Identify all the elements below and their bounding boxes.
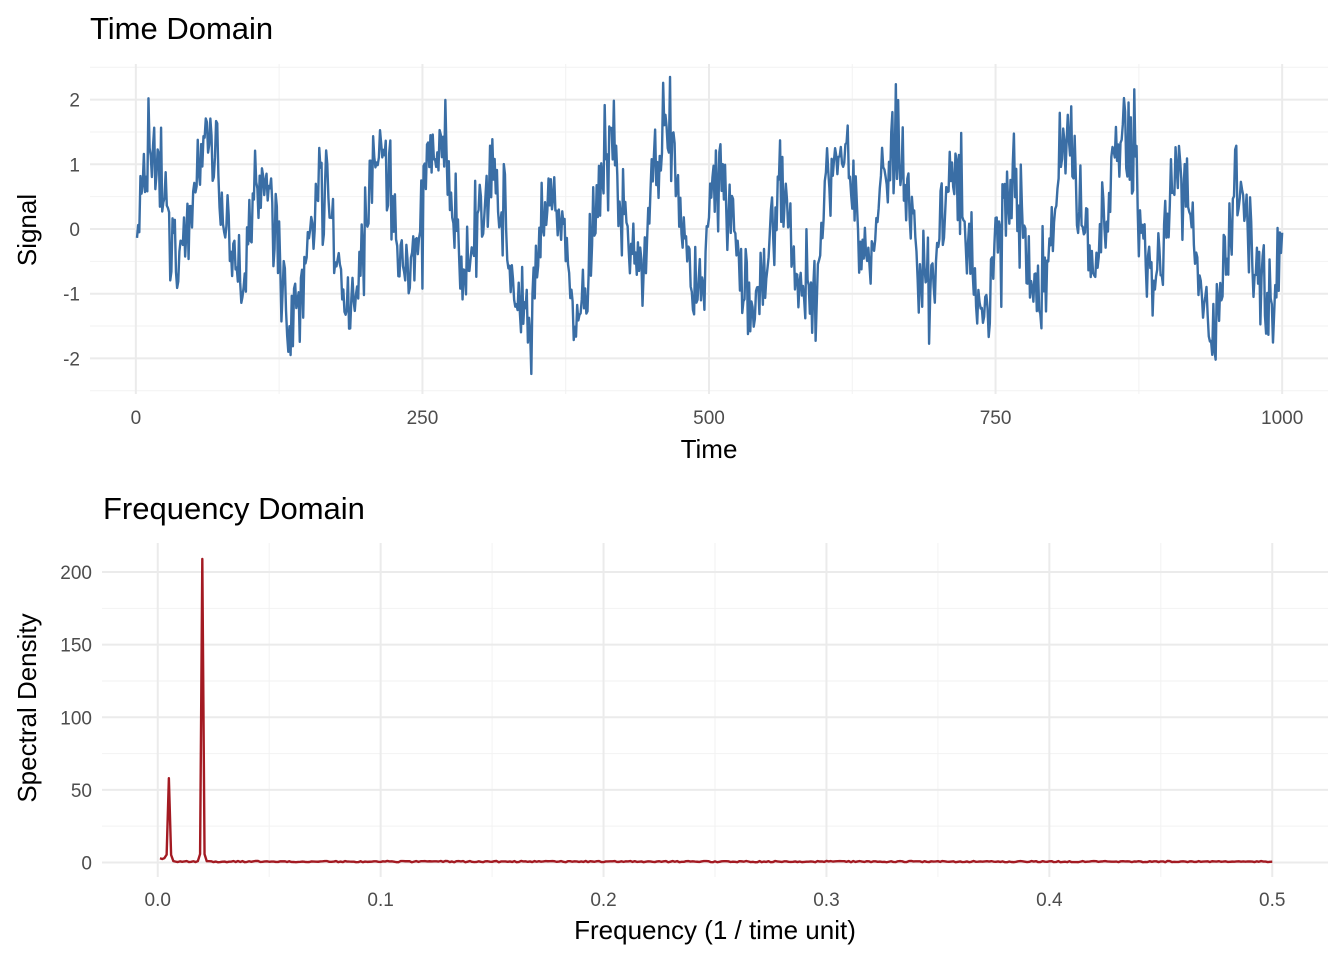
y-tick-label: 100 [60,708,92,729]
x-tick-label: 0 [131,408,142,429]
y-tick-label: 50 [71,781,92,802]
x-tick-label: 1000 [1261,408,1303,429]
x-tick-label: 0.1 [367,890,393,911]
x-tick-label: 250 [407,408,439,429]
x-tick-label: 0.2 [590,890,616,911]
y-tick-label: 2 [69,91,80,112]
frequency-domain-x-ticks: 0.0 0.1 0.2 0.3 0.4 0.5 [145,890,1286,911]
x-tick-label: 750 [980,408,1012,429]
x-tick-label: 0.3 [813,890,839,911]
y-tick-label: 200 [60,563,92,584]
time-domain-x-ticks: 0 250 500 750 1000 [131,408,1304,429]
time-domain-x-axis-title: Time [681,434,738,464]
x-tick-label: 0.0 [145,890,171,911]
y-tick-label: -1 [63,285,80,306]
x-tick-label: 500 [693,408,725,429]
frequency-domain-x-axis-title: Frequency (1 / time unit) [574,915,856,945]
frequency-domain-grid [102,543,1328,877]
y-tick-label: 150 [60,636,92,657]
time-domain-title: Time Domain [90,11,273,46]
y-tick-label: 0 [69,220,80,241]
frequency-domain-y-axis-title: Spectral Density [12,613,42,802]
x-tick-label: 0.5 [1259,890,1285,911]
time-domain-y-axis-title: Signal [12,194,42,266]
time-domain-series-line [135,75,1284,376]
frequency-domain-y-ticks: 0 50 100 150 200 [60,563,92,874]
y-tick-label: -2 [63,349,80,370]
frequency-domain-series-line [159,557,1273,864]
frequency-domain-title: Frequency Domain [103,491,365,526]
time-domain-y-ticks: -2 -1 0 1 2 [63,91,80,371]
x-tick-label: 0.4 [1036,890,1063,911]
frequency-domain-panel: Frequency Domain 0.0 0.1 0.2 0.3 0.4 0.5 0 50 1… [12,491,1328,945]
y-tick-label: 1 [69,155,80,176]
y-tick-label: 0 [81,853,92,874]
